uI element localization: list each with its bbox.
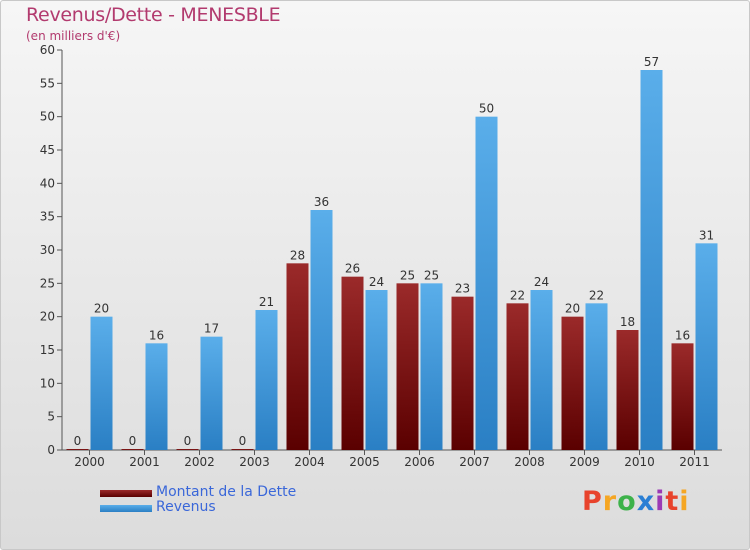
y-tick-label: 15 xyxy=(40,343,55,357)
y-tick-label: 5 xyxy=(47,410,55,424)
bar-revenus xyxy=(475,116,498,451)
y-tick-label: 40 xyxy=(40,176,55,190)
y-tick-label: 60 xyxy=(40,43,55,57)
y-tick-label: 30 xyxy=(40,243,55,257)
bar-revenus xyxy=(200,336,223,450)
x-tick-label: 2007 xyxy=(459,455,490,469)
bar-dette xyxy=(341,276,364,450)
y-tick-label: 55 xyxy=(40,76,55,90)
value-label-revenus: 22 xyxy=(589,288,604,302)
value-label-revenus: 24 xyxy=(534,275,549,289)
bar-dette xyxy=(231,449,254,450)
bar-revenus xyxy=(530,290,553,450)
chart-subtitle: (en milliers d'€) xyxy=(26,29,121,43)
x-tick-label: 2005 xyxy=(349,455,380,469)
value-label-revenus: 24 xyxy=(369,275,384,289)
bar-dette xyxy=(66,449,89,450)
value-label-dette: 23 xyxy=(455,282,470,296)
bar-revenus xyxy=(145,343,168,450)
value-label-revenus: 25 xyxy=(424,268,439,282)
x-tick-label: 2003 xyxy=(239,455,270,469)
y-tick-label: 20 xyxy=(40,310,55,324)
value-label-revenus: 21 xyxy=(259,295,274,309)
bar-dette xyxy=(506,303,529,450)
value-label-dette: 18 xyxy=(620,315,635,329)
x-tick-label: 2004 xyxy=(294,455,325,469)
value-label-revenus: 36 xyxy=(314,195,329,209)
bar-revenus xyxy=(640,70,663,450)
value-label-dette: 0 xyxy=(74,434,82,448)
value-label-dette: 20 xyxy=(565,302,580,316)
y-tick-label: 45 xyxy=(40,143,55,157)
legend-label-debt: Montant de la Dette xyxy=(156,484,297,500)
x-tick-label: 2011 xyxy=(679,455,710,469)
bar-dette xyxy=(616,330,639,450)
bar-dette xyxy=(396,283,419,450)
value-label-revenus: 31 xyxy=(699,228,714,242)
value-label-dette: 25 xyxy=(400,268,415,282)
x-tick-label: 2001 xyxy=(129,455,160,469)
x-tick-label: 2009 xyxy=(569,455,600,469)
legend-swatch-debt xyxy=(100,490,152,497)
bar-dette xyxy=(671,343,694,450)
bar-revenus xyxy=(310,210,333,450)
value-label-dette: 22 xyxy=(510,288,525,302)
y-tick-label: 10 xyxy=(40,376,55,390)
value-label-revenus: 20 xyxy=(94,302,109,316)
value-label-dette: 0 xyxy=(239,434,247,448)
chart-title: Revenus/Dette - MENESBLE xyxy=(26,4,281,26)
bar-revenus xyxy=(695,243,718,450)
bar-dette xyxy=(121,449,144,450)
proxiti-logo: Proxiti xyxy=(582,486,690,517)
x-tick-label: 2008 xyxy=(514,455,545,469)
value-label-dette: 26 xyxy=(345,262,360,276)
value-label-dette: 0 xyxy=(184,434,192,448)
value-label-revenus: 57 xyxy=(644,55,659,69)
bar-dette xyxy=(286,263,309,450)
y-tick-label: 0 xyxy=(47,443,55,457)
value-label-dette: 28 xyxy=(290,248,305,262)
bars xyxy=(66,70,718,451)
x-tick-label: 2010 xyxy=(624,455,655,469)
y-tick-label: 35 xyxy=(40,210,55,224)
bar-revenus xyxy=(90,316,113,450)
y-tick-label: 50 xyxy=(40,110,55,124)
bar-revenus xyxy=(255,310,278,450)
bar-revenus xyxy=(585,303,608,450)
x-tick-label: 2002 xyxy=(184,455,215,469)
bar-dette xyxy=(176,449,199,450)
bar-revenus xyxy=(420,283,443,450)
x-tick-label: 2006 xyxy=(404,455,435,469)
value-label-dette: 0 xyxy=(129,434,137,448)
bar-dette xyxy=(561,316,584,450)
value-label-revenus: 16 xyxy=(149,328,164,342)
bar-revenus xyxy=(365,290,388,450)
legend-label-revenus: Revenus xyxy=(156,499,216,515)
legend-swatch-revenus xyxy=(100,505,152,512)
value-label-revenus: 17 xyxy=(204,322,219,336)
x-tick-label: 2000 xyxy=(74,455,105,469)
y-tick-label: 25 xyxy=(40,276,55,290)
labels: 0 20 0 16 0 17 0 21 28 36 26 24 25 25 23 50 22 24 20 22 18 57… xyxy=(74,55,714,448)
bar-dette xyxy=(451,296,474,450)
value-label-dette: 16 xyxy=(675,328,690,342)
value-label-revenus: 50 xyxy=(479,102,494,116)
